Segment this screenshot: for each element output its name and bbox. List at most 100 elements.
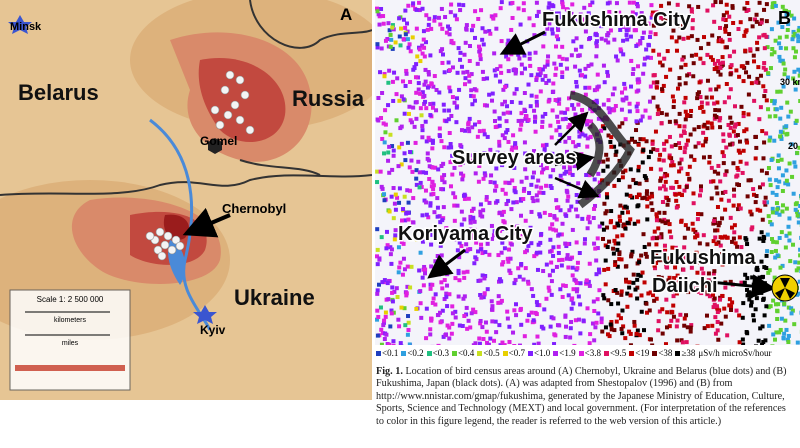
map-cell <box>613 288 618 293</box>
map-cell <box>405 21 410 26</box>
map-cell <box>557 258 562 263</box>
map-cell <box>688 286 693 291</box>
map-cell <box>381 323 386 328</box>
map-cell <box>779 316 784 321</box>
map-cell <box>773 3 778 8</box>
map-cell <box>458 162 463 167</box>
map-cell <box>793 49 798 54</box>
survey-dot <box>157 251 167 261</box>
map-cell <box>704 313 709 318</box>
map-cell <box>560 74 565 79</box>
map-cell <box>774 240 779 245</box>
map-cell <box>488 31 493 36</box>
map-cell <box>550 31 555 36</box>
map-cell <box>710 33 715 38</box>
map-cell <box>513 71 518 76</box>
map-cell <box>764 253 769 258</box>
map-cell <box>509 148 514 153</box>
map-cell <box>741 342 746 345</box>
map-cell <box>585 16 590 21</box>
map-cell <box>703 139 708 144</box>
map-cell <box>677 161 682 166</box>
map-cell <box>714 304 719 309</box>
map-cell <box>375 291 380 296</box>
map-cell <box>718 25 723 30</box>
legend-item: <9.5 <box>603 348 626 358</box>
map-cell <box>714 185 719 190</box>
map-cell <box>606 133 611 138</box>
map-cell <box>459 128 464 133</box>
map-cell <box>481 295 486 300</box>
distance-label: 30 km <box>780 77 800 87</box>
map-cell <box>616 313 621 318</box>
map-cell <box>639 293 644 298</box>
map-cell <box>723 29 728 34</box>
map-cell <box>759 290 764 295</box>
map-cell <box>565 198 570 203</box>
map-cell <box>665 173 670 178</box>
map-cell <box>671 104 676 109</box>
map-cell <box>751 318 756 323</box>
map-cell <box>627 101 632 106</box>
map-cell <box>664 139 669 144</box>
map-cell <box>507 324 512 329</box>
map-cell <box>473 171 478 176</box>
map-cell <box>633 181 638 186</box>
map-cell <box>406 217 411 222</box>
map-cell <box>529 73 534 78</box>
map-cell <box>660 199 665 204</box>
legend-label: <0.1 <box>382 348 399 358</box>
map-cell <box>705 120 710 125</box>
map-cell <box>554 66 559 71</box>
map-cell <box>419 113 424 118</box>
map-cell <box>497 279 502 284</box>
map-cell <box>378 169 383 174</box>
map-cell <box>599 128 604 133</box>
map-cell <box>444 119 449 124</box>
map-cell <box>751 192 756 197</box>
map-cell <box>446 117 451 122</box>
map-cell <box>741 257 746 262</box>
map-cell <box>465 326 470 331</box>
map-cell <box>656 275 661 280</box>
map-cell <box>704 136 709 141</box>
legend-label: <0.5 <box>483 348 500 358</box>
map-cell <box>767 268 772 273</box>
map-cell <box>543 111 548 116</box>
map-cell <box>432 18 437 23</box>
map-cell <box>713 228 718 233</box>
map-cell <box>791 76 796 81</box>
map-cell <box>651 147 656 152</box>
map-cell <box>541 44 546 49</box>
map-cell <box>607 110 612 115</box>
map-cell <box>785 75 790 80</box>
map-cell <box>658 152 663 157</box>
map-cell <box>698 188 703 193</box>
map-cell <box>795 209 800 214</box>
map-cell <box>477 49 482 54</box>
map-cell <box>460 323 465 328</box>
map-cell <box>402 151 407 156</box>
map-cell <box>420 51 425 56</box>
map-cell <box>601 227 606 232</box>
map-cell <box>763 202 768 207</box>
map-cell <box>588 3 593 8</box>
map-cell <box>604 209 609 214</box>
map-cell <box>745 60 750 65</box>
map-cell <box>448 184 453 189</box>
map-cell <box>635 4 640 9</box>
map-cell <box>649 3 654 8</box>
map-cell <box>731 161 736 166</box>
map-cell <box>506 57 511 62</box>
map-cell <box>558 287 563 292</box>
map-cell <box>404 293 409 298</box>
map-cell <box>529 93 534 98</box>
map-cell <box>640 196 645 201</box>
map-cell <box>632 221 637 226</box>
map-cell <box>780 25 785 30</box>
map-cell <box>507 339 512 344</box>
map-cell <box>454 17 459 22</box>
map-cell <box>646 155 651 160</box>
map-cell <box>689 53 694 58</box>
map-cell <box>441 102 446 107</box>
